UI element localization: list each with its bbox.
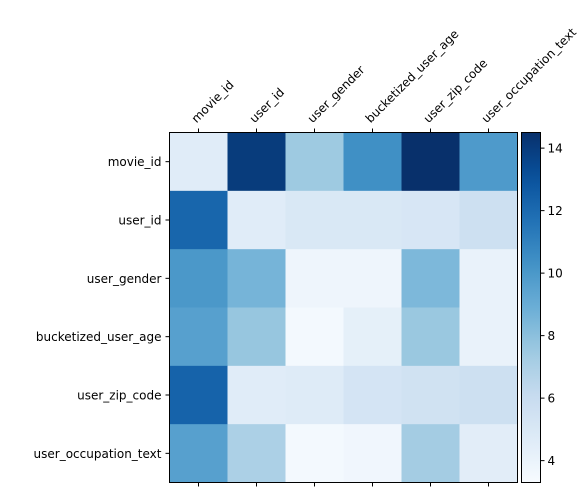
heatmap-cell-user-occupation-text-user-gender: [285, 424, 344, 483]
y-tick-label-movie-id: movie_id: [108, 155, 162, 169]
heatmap-cell-bucketized-user-age-user-id: [227, 307, 286, 367]
heatmap-cell-user-occupation-text-user-occupation-text: [459, 424, 518, 483]
heatmap-cell-user-id-movie-id: [169, 190, 228, 250]
colorbar-tick-label-12: 12: [548, 204, 563, 218]
heatmap-cell-bucketized-user-age-user-occupation-text: [459, 307, 518, 367]
colorbar-tick-label-10: 10: [548, 267, 563, 281]
heatmap-cell-movie-id-user-gender: [285, 132, 344, 192]
heatmap-cell-user-gender-user-occupation-text: [459, 249, 518, 308]
colorbar-tick-label-8: 8: [548, 329, 556, 343]
heatmap-cell-bucketized-user-age-user-gender: [285, 307, 344, 367]
heatmap-cell-movie-id-user-zip-code: [401, 132, 460, 192]
heatmap-cell-user-id-user-gender: [285, 190, 344, 250]
x-tick-label-bucketized-user-age: bucketized_user_age: [363, 27, 462, 126]
y-tick-label-bucketized-user-age: bucketized_user_age: [36, 330, 162, 344]
heatmap-cell-user-id-user-occupation-text: [459, 190, 518, 250]
heatmap-cell-user-occupation-text-user-zip-code: [401, 424, 460, 483]
colorbar: 4 6 8 10 12 14: [521, 132, 563, 483]
heatmap-cell-user-zip-code-user-id: [227, 365, 286, 425]
heatmap-cell-user-id-bucketized-user-age: [343, 190, 402, 250]
heatmap-cell-user-zip-code-user-gender: [285, 365, 344, 425]
heatmap-cell-bucketized-user-age-bucketized-user-age: [343, 307, 402, 367]
heatmap-cell-movie-id-user-id: [227, 132, 286, 192]
heatmap-cell-user-occupation-text-bucketized-user-age: [343, 424, 402, 483]
heatmap-cells: [169, 132, 518, 483]
heatmap-cell-user-gender-user-zip-code: [401, 249, 460, 308]
y-tick-label-user-id: user_id: [118, 214, 161, 228]
heatmap-cell-user-zip-code-bucketized-user-age: [343, 365, 402, 425]
plot-frame: [169, 132, 518, 483]
heatmap-cell-movie-id-bucketized-user-age: [343, 132, 402, 192]
heatmap-cell-user-gender-movie-id: [169, 249, 228, 308]
heatmap-cell-user-gender-user-id: [227, 249, 286, 308]
colorbar-tick-label-6: 6: [548, 392, 556, 406]
heatmap-cell-user-zip-code-user-occupation-text: [459, 365, 518, 425]
y-tick-label-user-occupation-text: user_occupation_text: [34, 447, 162, 461]
heatmap-cell-bucketized-user-age-movie-id: [169, 307, 228, 367]
x-tick-label-user-id: user_id: [247, 85, 287, 125]
colorbar-tick-label-14: 14: [548, 142, 563, 156]
x-tick-label-user-gender: user_gender: [305, 63, 368, 126]
x-tick-label-user-occupation-text: user_occupation_text: [479, 25, 577, 126]
heatmap-cell-movie-id-user-occupation-text: [459, 132, 518, 192]
heatmap-cell-user-occupation-text-user-id: [227, 424, 286, 483]
heatmap-cell-user-gender-bucketized-user-age: [343, 249, 402, 308]
heatmap-cell-user-zip-code-movie-id: [169, 365, 228, 425]
x-tick-label-movie-id: movie_id: [189, 78, 237, 126]
y-tick-label-user-gender: user_gender: [87, 272, 162, 286]
heatmap-cell-movie-id-movie-id: [169, 132, 228, 192]
heatmap-cell-user-gender-user-gender: [285, 249, 344, 308]
colorbar-gradient: [521, 132, 541, 483]
heatmap-cell-user-id-user-id: [227, 190, 286, 250]
heatmap-cell-user-occupation-text-movie-id: [169, 424, 228, 483]
y-tick-label-user-zip-code: user_zip_code: [77, 389, 161, 403]
y-axis: movie_id user_id user_gender bucketized_use…: [34, 155, 170, 461]
colorbar-tick-label-4: 4: [548, 454, 556, 468]
heatmap-cell-user-id-user-zip-code: [401, 190, 460, 250]
heatmap-cell-bucketized-user-age-user-zip-code: [401, 307, 460, 367]
heatmap-cell-user-zip-code-user-zip-code: [401, 365, 460, 425]
